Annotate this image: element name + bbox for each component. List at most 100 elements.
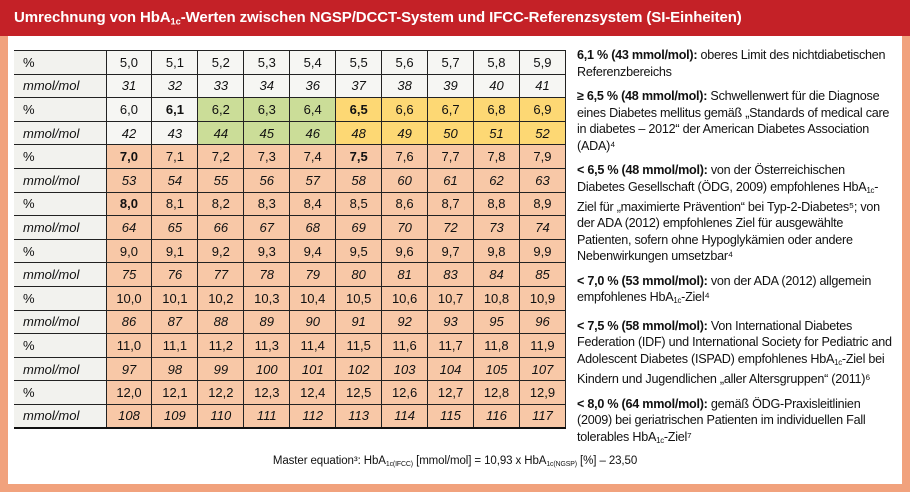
value-cell: 8,7: [427, 191, 474, 217]
text-segment: < 7,5 % (58 mmol/mol):: [577, 318, 708, 333]
table-row: mmol/mol 31 32 33 34 36 37 38 39 40 41: [14, 73, 567, 99]
conversion-table: % 5,0 5,1 5,2 5,3 5,4 5,5 5,6 5,7 5,8 5,9 mmol/mol 3…: [14, 50, 567, 429]
value-cell: 50: [427, 120, 474, 146]
value-cell: 11,1: [151, 333, 199, 358]
value-cell: 7,1: [151, 144, 199, 169]
table-row: mmol/mol 53 54 55 56 57 58 60 61 62 63: [14, 167, 567, 193]
value-cell: 37: [335, 73, 383, 99]
value-cell: 9,4: [289, 238, 337, 264]
value-cell: 6,1: [151, 97, 199, 122]
value-cell: 6,8: [473, 97, 520, 122]
value-cell: 112: [289, 403, 337, 429]
value-cell: 5,5: [335, 50, 383, 75]
note-paragraph: < 8,0 % (64 mmol/mol): gemäß ÖDG-Praxisl…: [577, 396, 894, 449]
value-cell: 11,8: [473, 333, 520, 358]
value-cell: 12,4: [289, 380, 337, 405]
text-segment: Umrechnung von HbA: [14, 9, 171, 26]
value-cell: 113: [335, 403, 383, 429]
value-cell: 107: [518, 356, 567, 382]
value-cell: 75: [105, 262, 153, 287]
value-cell: 61: [427, 167, 474, 193]
text-segment: [%] – 23,50: [576, 455, 638, 467]
value-cell: 5,8: [473, 50, 520, 75]
row-unit-label: %: [14, 333, 107, 358]
value-cell: 6,5: [335, 97, 383, 122]
value-cell: 110: [197, 403, 245, 429]
text-segment: 6,1 % (43 mmol/mol):: [577, 48, 698, 62]
value-cell: 98: [151, 356, 199, 382]
value-cell: 108: [105, 403, 153, 429]
row-unit-label: %: [14, 380, 107, 405]
text-segment: -Ziel für „maximierte Prävention“ bei Ty…: [577, 179, 880, 264]
value-cell: 96: [518, 309, 567, 335]
value-cell: 78: [243, 262, 291, 287]
row-unit-label: %: [14, 191, 107, 217]
table-row: % 11,0 11,1 11,2 11,3 11,4 11,5 11,6 11,7 11,8 11,…: [14, 333, 567, 358]
value-cell: 55: [197, 167, 245, 193]
value-cell: 11,6: [381, 333, 429, 358]
text-segment: 1c: [656, 435, 664, 445]
note-paragraph: ≥ 6,5 % (48 mmol/mol): Schwellenwert für…: [577, 88, 894, 154]
value-cell: 6,9: [518, 97, 567, 122]
title-bar: Umrechnung von HbA1c-Werten zwischen NGS…: [0, 0, 910, 36]
value-cell: 41: [518, 73, 567, 99]
value-cell: 39: [427, 73, 474, 99]
page-title: Umrechnung von HbA1c-Werten zwischen NGS…: [14, 9, 742, 26]
text-segment: -Werten zwischen NGSP/DCCT-System und IF…: [180, 9, 742, 26]
value-cell: 8,2: [197, 191, 245, 217]
value-cell: 69: [335, 215, 383, 240]
table-row: mmol/mol 42 43 44 45 46 48 49 50 51 52: [14, 120, 567, 146]
value-cell: 80: [335, 262, 383, 287]
value-cell: 8,6: [381, 191, 429, 217]
text-segment: -Ziel⁷: [663, 429, 692, 444]
value-cell: 10,1: [151, 285, 199, 311]
value-cell: 68: [289, 215, 337, 240]
value-cell: 56: [243, 167, 291, 193]
value-cell: 9,8: [473, 238, 520, 264]
table-row: % 5,0 5,1 5,2 5,3 5,4 5,5 5,6 5,7 5,8 5,9: [14, 50, 567, 75]
value-cell: 10,9: [518, 285, 567, 311]
value-cell: 8,9: [518, 191, 567, 217]
value-cell: 6,6: [381, 97, 429, 122]
value-cell: 10,2: [197, 285, 245, 311]
text-segment: 1c(NGSP): [546, 461, 577, 469]
master-equation: Master equation³: HbA1c(IFCC) [mmol/mol]…: [8, 455, 902, 468]
value-cell: 103: [381, 356, 429, 382]
row-unit-label: mmol/mol: [14, 167, 107, 193]
value-cell: 104: [427, 356, 474, 382]
value-cell: 63: [518, 167, 567, 193]
row-unit-label: mmol/mol: [14, 215, 107, 240]
value-cell: 7,6: [381, 144, 429, 169]
value-cell: 7,0: [105, 144, 153, 169]
value-cell: 10,3: [243, 285, 291, 311]
value-cell: 8,4: [289, 191, 337, 217]
value-cell: 45: [243, 120, 291, 146]
value-cell: 100: [243, 356, 291, 382]
text-segment: Schwellenwert für die Diagnose eines Dia…: [577, 89, 890, 153]
value-cell: 11,0: [105, 333, 153, 358]
value-cell: 51: [473, 120, 520, 146]
value-cell: 6,7: [427, 97, 474, 122]
value-cell: 5,3: [243, 50, 291, 75]
value-cell: 88: [197, 309, 245, 335]
value-cell: 57: [289, 167, 337, 193]
value-cell: 7,5: [335, 144, 383, 169]
value-cell: 9,6: [381, 238, 429, 264]
text-segment: ≥ 6,5 % (48 mmol/mol):: [577, 89, 708, 103]
value-cell: 6,2: [197, 97, 245, 122]
value-cell: 8,5: [335, 191, 383, 217]
value-cell: 42: [105, 120, 153, 146]
value-cell: 11,4: [289, 333, 337, 358]
value-cell: 54: [151, 167, 199, 193]
row-unit-label: mmol/mol: [14, 262, 107, 287]
value-cell: 46: [289, 120, 337, 146]
value-cell: 90: [289, 309, 337, 335]
text-segment: 1c: [673, 296, 682, 306]
value-cell: 52: [518, 120, 567, 146]
value-cell: 12,8: [473, 380, 520, 405]
row-unit-label: %: [14, 285, 107, 311]
table-row: % 9,0 9,1 9,2 9,3 9,4 9,5 9,6 9,7 9,8 9,9: [14, 238, 567, 264]
value-cell: 101: [289, 356, 337, 382]
value-cell: 72: [427, 215, 474, 240]
value-cell: 5,4: [289, 50, 337, 75]
